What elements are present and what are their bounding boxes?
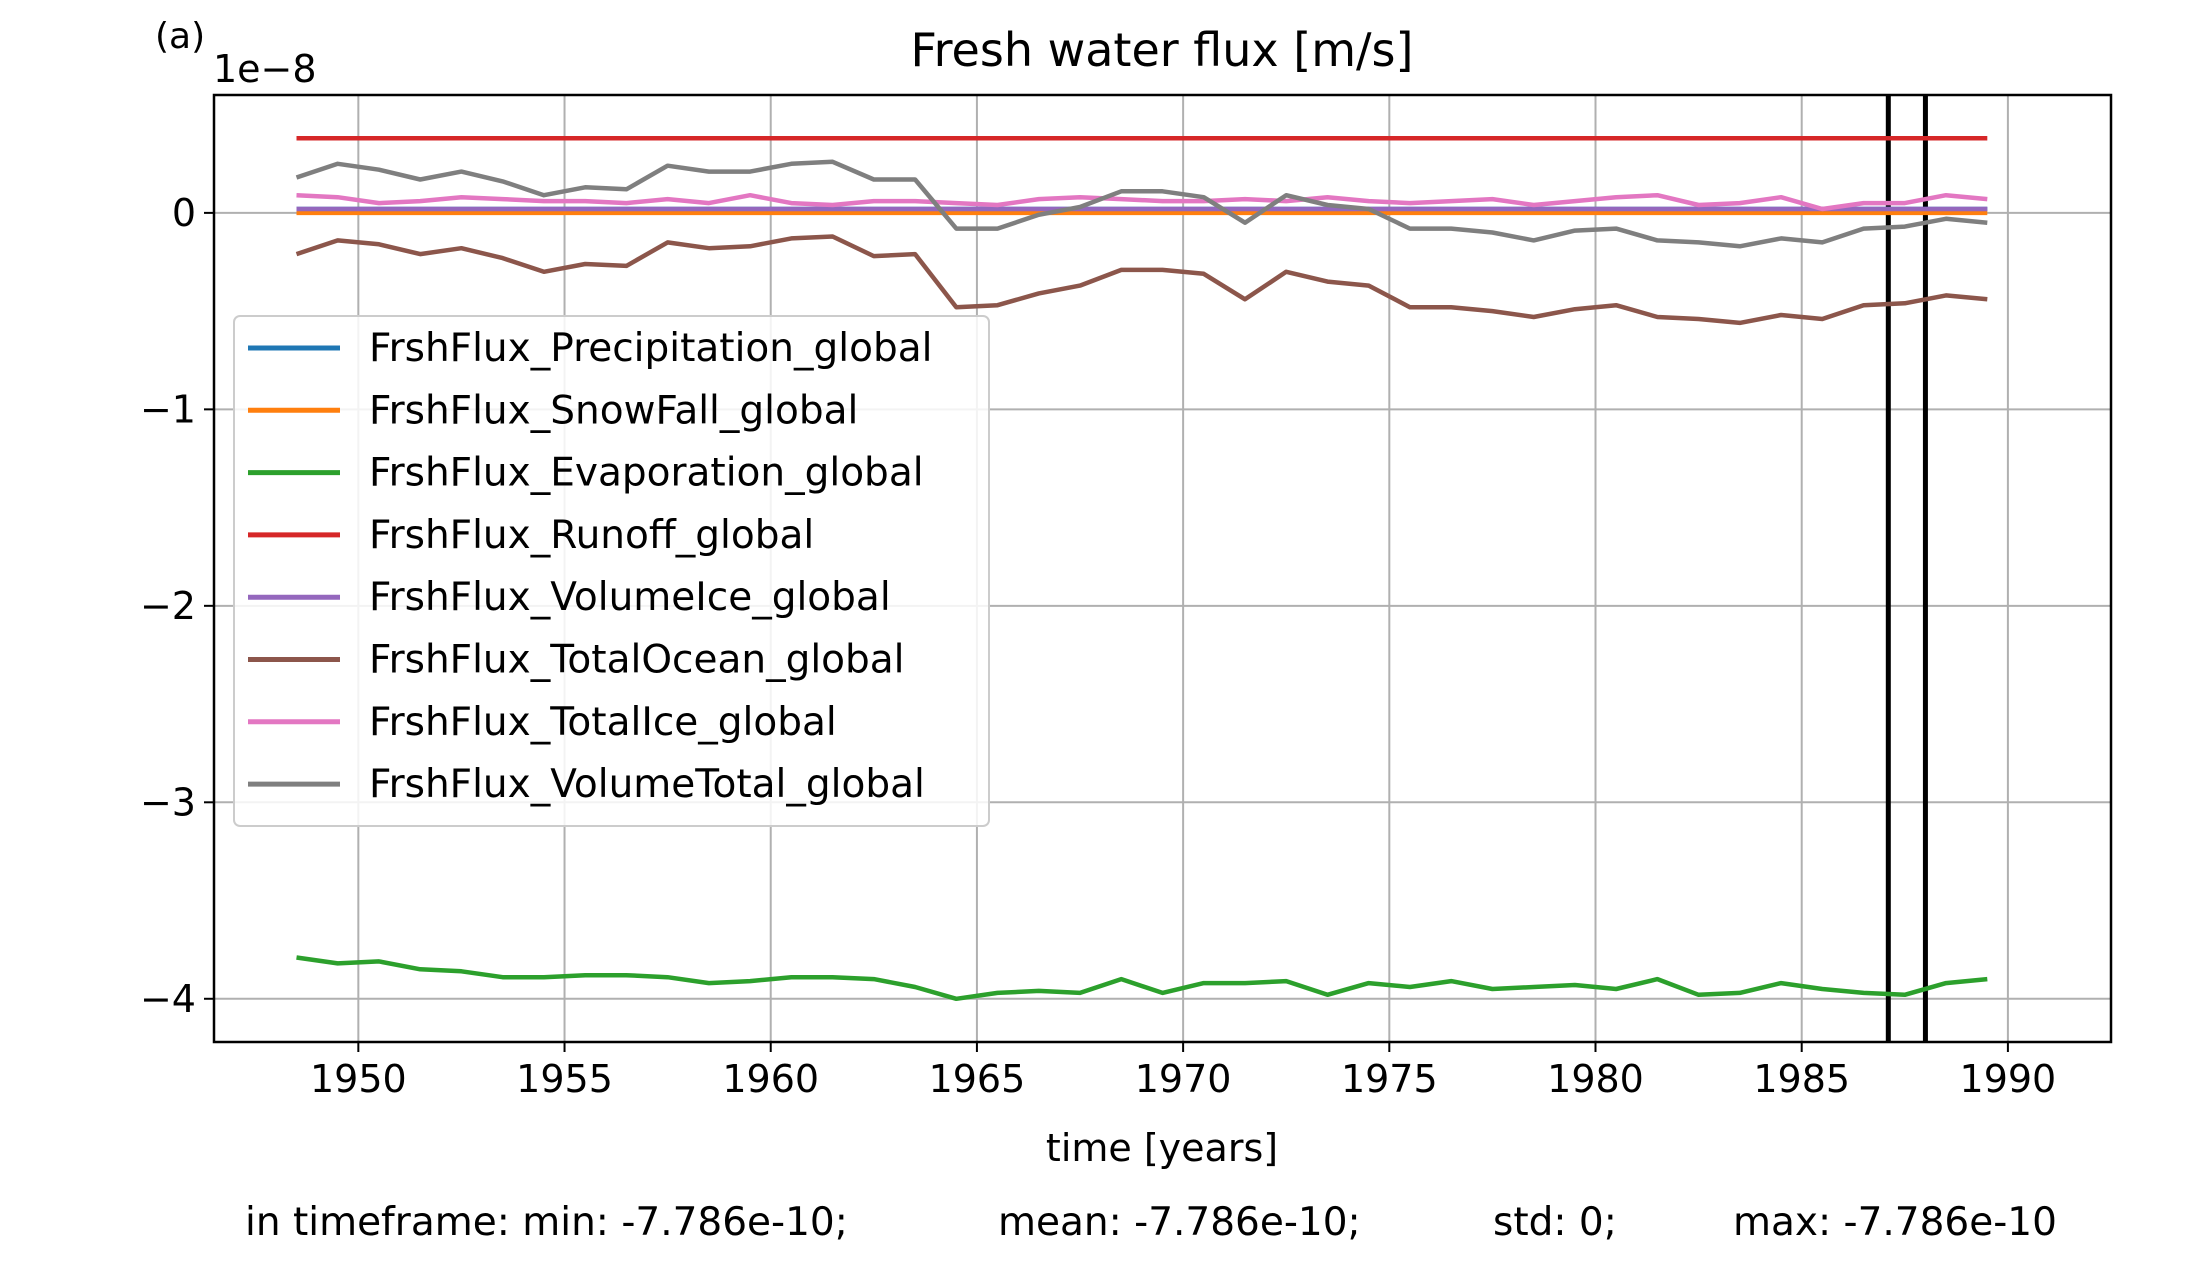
x-tick-label: 1955 bbox=[516, 1057, 613, 1101]
vertical-markers bbox=[1885, 95, 1928, 1042]
y-ticks: 0 −1 −2 −3 −4 bbox=[140, 191, 214, 1021]
x-tick-label: 1985 bbox=[1753, 1057, 1850, 1101]
y-tick-label: 0 bbox=[172, 191, 196, 235]
legend: FrshFlux_Precipitation_global FrshFlux_Sn… bbox=[233, 315, 990, 827]
legend-label: FrshFlux_VolumeIce_global bbox=[369, 575, 891, 620]
legend-label: FrshFlux_Precipitation_global bbox=[369, 326, 932, 371]
x-axis-label: time [years] bbox=[1046, 1126, 1278, 1170]
x-tick-label: 1980 bbox=[1547, 1057, 1644, 1101]
y-tick-label: −3 bbox=[140, 780, 196, 824]
stats-max: max: -7.786e-10 bbox=[1733, 1200, 2057, 1245]
legend-label: FrshFlux_SnowFall_global bbox=[369, 388, 858, 433]
series-line-FrshFlux_TotalOcean_global bbox=[295, 234, 1988, 326]
x-tick-label: 1970 bbox=[1135, 1057, 1232, 1101]
y-tick-label: −4 bbox=[140, 977, 196, 1021]
y-tick-label: −2 bbox=[140, 584, 196, 628]
stats-std: std: 0; bbox=[1493, 1200, 1617, 1245]
series-line-FrshFlux_Evaporation_global bbox=[296, 955, 1988, 1002]
panel-label: (a) bbox=[155, 16, 205, 57]
plot-frame bbox=[212, 93, 2113, 1044]
x-tick-label: 1990 bbox=[1960, 1057, 2057, 1101]
y-tick-label: −1 bbox=[140, 387, 196, 431]
x-ticks: 1950 1955 1960 1965 1970 1975 1980 1985 1990 bbox=[310, 1042, 2056, 1101]
x-tick-label: 1975 bbox=[1341, 1057, 1438, 1101]
legend-label: FrshFlux_VolumeTotal_global bbox=[369, 762, 925, 807]
chart-title: Fresh water flux [m/s] bbox=[911, 23, 1414, 77]
series-line-FrshFlux_TotalIce_global bbox=[296, 192, 1988, 212]
legend-label: FrshFlux_TotalOcean_global bbox=[369, 638, 905, 683]
legend-box bbox=[233, 315, 990, 827]
x-tick-label: 1965 bbox=[929, 1057, 1026, 1101]
y-offset-label: 1e−8 bbox=[213, 47, 317, 91]
legend-label: FrshFlux_Runoff_global bbox=[369, 513, 814, 558]
series-lines bbox=[295, 135, 1988, 1002]
series-line-FrshFlux_VolumeTotal_global bbox=[295, 159, 1988, 249]
legend-label: FrshFlux_Evaporation_global bbox=[369, 451, 924, 496]
x-tick-label: 1960 bbox=[722, 1057, 819, 1101]
stats-min: in timeframe: min: -7.786e-10; bbox=[245, 1200, 848, 1245]
stats-mean: mean: -7.786e-10; bbox=[998, 1200, 1361, 1245]
x-tick-label: 1950 bbox=[310, 1057, 407, 1101]
legend-label: FrshFlux_TotalIce_global bbox=[369, 700, 837, 745]
